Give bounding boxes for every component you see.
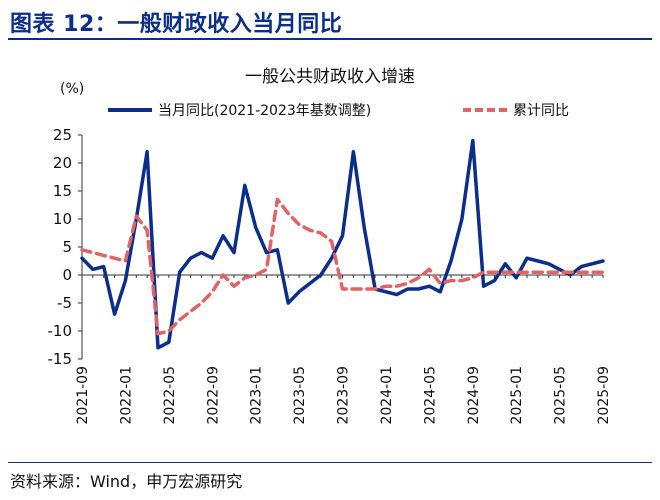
legend-label: 当月同比(2021-2023年基数调整) bbox=[158, 103, 372, 119]
y-tick-label: 15 bbox=[53, 182, 72, 200]
x-tick-label: 2024-09 bbox=[466, 366, 482, 425]
y-tick-label: -5 bbox=[57, 294, 72, 312]
legend-swatch-dashed bbox=[463, 108, 507, 112]
y-tick-label: 5 bbox=[62, 238, 72, 256]
series-line-monthly bbox=[80, 138, 605, 350]
y-tick-label: 25 bbox=[53, 126, 72, 144]
chart-title: 一般公共财政收入增速 bbox=[245, 67, 415, 87]
x-tick-label: 2025-05 bbox=[553, 366, 569, 425]
x-tick-label: 2022-05 bbox=[162, 366, 178, 425]
y-unit-label: (%) bbox=[60, 81, 85, 97]
x-tick-label: 2022-09 bbox=[205, 366, 221, 425]
y-tick-label: 0 bbox=[62, 266, 72, 284]
x-tick-label: 2023-01 bbox=[249, 366, 265, 425]
y-tick-label: 20 bbox=[53, 154, 72, 172]
source-note: 资料来源：Wind，申万宏源研究 bbox=[10, 472, 243, 491]
x-tick-label: 2024-05 bbox=[422, 366, 438, 425]
x-tick-label: 2022-01 bbox=[118, 366, 134, 425]
legend: 当月同比(2021-2023年基数调整) 累计同比 bbox=[108, 100, 640, 120]
legend-item-monthly: 当月同比(2021-2023年基数调整) bbox=[108, 100, 371, 120]
x-tick-label: 2024-01 bbox=[379, 366, 395, 425]
footer-divider bbox=[8, 462, 652, 463]
page-title: 图表 12：一般财政收入当月同比 bbox=[10, 12, 343, 37]
y-tick-label: -10 bbox=[48, 322, 73, 340]
x-tick-label: 2021-09 bbox=[75, 366, 91, 425]
y-tick-label: -15 bbox=[48, 350, 73, 368]
x-tick-label: 2025-01 bbox=[509, 366, 525, 425]
header-divider bbox=[8, 38, 652, 40]
y-tick-label: 10 bbox=[53, 210, 72, 228]
legend-label: 累计同比 bbox=[513, 103, 569, 119]
series-line-cumulative bbox=[80, 197, 605, 336]
legend-swatch-solid bbox=[108, 108, 152, 112]
x-tick-label: 2023-05 bbox=[292, 366, 308, 425]
x-tick-label: 2023-09 bbox=[336, 366, 352, 425]
x-tick-label: 2025-09 bbox=[596, 366, 612, 425]
legend-item-cumulative: 累计同比 bbox=[463, 100, 569, 120]
